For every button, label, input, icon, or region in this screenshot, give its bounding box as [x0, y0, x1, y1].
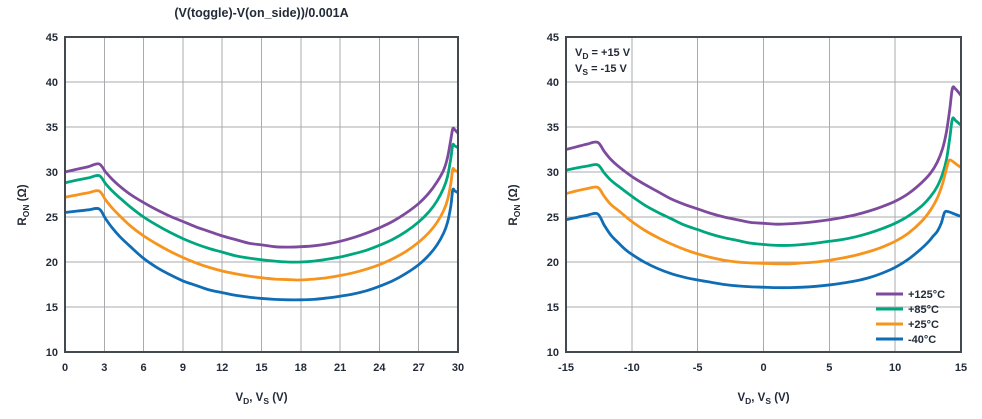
x-tick-label: 6 — [141, 362, 147, 374]
x-tick-label: 9 — [180, 362, 186, 374]
x-tick-label: 0 — [760, 362, 766, 374]
series-line-+25°C — [565, 158, 962, 266]
right-chart-canvas: -15 -10 -5 0 5 10 15 10 15 20 25 30 35 40 45 VD, VS (V)… — [508, 32, 967, 406]
series-line--40°C — [64, 187, 459, 302]
y-tick-label: 25 — [46, 212, 58, 224]
gridlines — [566, 37, 961, 352]
x-tick-label: 21 — [334, 362, 346, 374]
y-tick-label: 45 — [46, 32, 58, 44]
y-axis-label: RON (Ω) — [508, 184, 522, 225]
chart-left: 0 3 6 9 12 15 18 21 24 27 30 10 15 20 25 30 35 40 45 (V(tog… — [17, 6, 464, 406]
x-tick-label: 24 — [373, 362, 386, 374]
chart-right: -15 -10 -5 0 5 10 15 10 15 20 25 30 35 40 45 VD, VS (V)… — [491, 0, 982, 419]
x-tick-label: 30 — [452, 362, 464, 374]
y-tick-label: 45 — [547, 32, 559, 44]
series-line-+125°C — [64, 126, 460, 249]
x-tick-label: -15 — [558, 362, 574, 374]
plot-frame — [565, 36, 962, 353]
plot-frame — [64, 36, 459, 353]
left-chart-canvas: 0 3 6 9 12 15 18 21 24 27 30 10 15 20 25 30 35 40 45 (V(tog… — [17, 6, 464, 406]
x-tick-label: 15 — [955, 362, 967, 374]
y-tick-label: 40 — [46, 77, 58, 89]
x-tick-label: 12 — [216, 362, 228, 374]
x-tick-label: 10 — [889, 362, 901, 374]
x-tick-label: 5 — [826, 362, 832, 374]
x-tick-label: -10 — [624, 362, 640, 374]
series-group — [64, 126, 460, 302]
y-axis-label: RON (Ω) — [17, 184, 31, 225]
legend: +125°C +85°C +25°C -40°C — [876, 289, 945, 346]
series-line-+125°C — [565, 85, 963, 226]
x-tick-label: 3 — [101, 362, 107, 374]
series-line-+25°C — [64, 167, 459, 282]
annotation-line: VS = -15 V — [575, 63, 628, 77]
annotation-line: VD = +15 V — [575, 47, 631, 61]
legend-label: +125°C — [908, 289, 945, 301]
chart-title: (V(toggle)-V(on_side))/0.001A — [174, 6, 348, 20]
y-tick-label: 10 — [547, 347, 559, 359]
y-tick-label: 25 — [547, 212, 559, 224]
series-group — [565, 85, 963, 290]
x-axis-label: VD, VS (V) — [235, 392, 287, 406]
legend-label: +25°C — [908, 319, 939, 331]
y-tick-label: 20 — [46, 257, 58, 269]
legend-label: -40°C — [908, 334, 936, 346]
y-tick-label: 35 — [46, 122, 58, 134]
y-tick-label: 30 — [547, 167, 559, 179]
y-tick-label: 40 — [547, 77, 559, 89]
gridlines — [65, 37, 458, 352]
y-tick-label: 30 — [46, 167, 58, 179]
series-line-+85°C — [64, 142, 459, 264]
y-tick-label: 20 — [547, 257, 559, 269]
x-tick-label: 27 — [413, 362, 425, 374]
series-line--40°C — [565, 209, 962, 290]
y-tick-label: 15 — [547, 302, 559, 314]
x-tick-label: 18 — [295, 362, 307, 374]
x-tick-label: 15 — [255, 362, 267, 374]
x-axis-label: VD, VS (V) — [737, 392, 789, 406]
y-tick-label: 35 — [547, 122, 559, 134]
x-tick-label: -5 — [693, 362, 703, 374]
y-tick-label: 10 — [46, 347, 58, 359]
series-line-+85°C — [565, 116, 962, 247]
y-tick-label: 15 — [46, 302, 58, 314]
legend-label: +85°C — [908, 304, 939, 316]
x-tick-label: 0 — [62, 362, 68, 374]
